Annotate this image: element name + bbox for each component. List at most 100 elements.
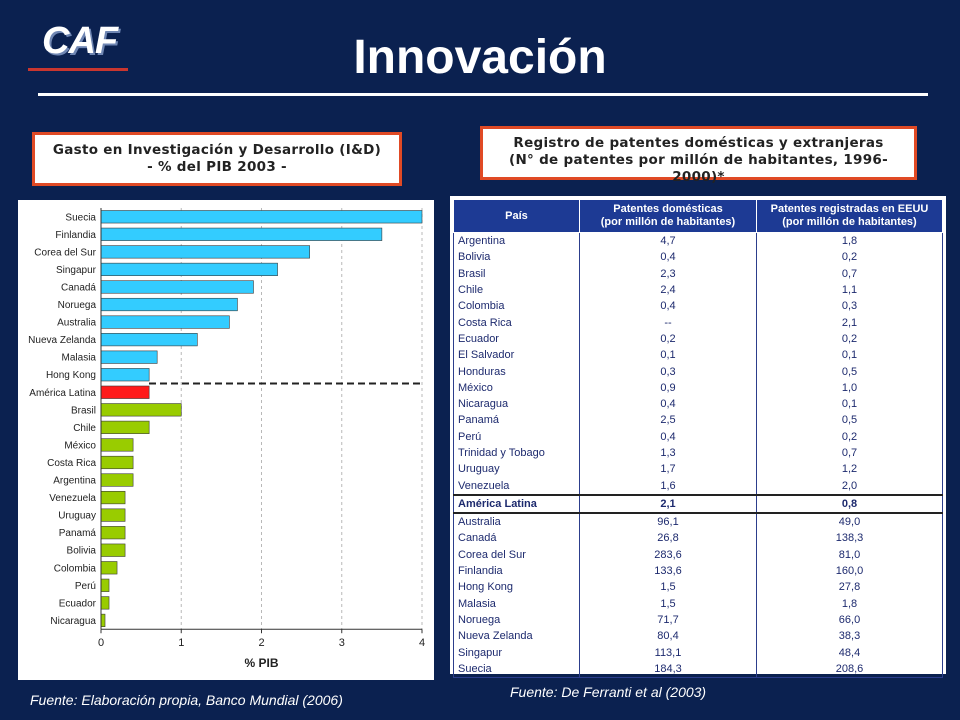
cell-country: Hong Kong	[453, 579, 580, 596]
cell-domestic: 283,6	[579, 546, 757, 563]
cell-country: Chile	[453, 281, 580, 299]
category-label: Nicaragua	[50, 616, 96, 627]
cell-us: 2,1	[756, 314, 943, 331]
cell-country: Nicaragua	[453, 395, 580, 413]
cell-domestic: 2,1	[579, 493, 757, 515]
patents-table: País Patentes domésticas (por millón de h…	[453, 199, 943, 679]
cell-us: 48,4	[756, 644, 943, 661]
cell-domestic: 80,4	[579, 628, 757, 645]
category-label: Australia	[57, 318, 96, 329]
bar	[100, 490, 126, 505]
table-row: Nicaragua 0,4 0,1	[453, 395, 943, 413]
cell-domestic: 133,6	[579, 562, 757, 580]
rd-chart-caption: Gasto en Investigación y Desarrollo (I&D…	[32, 132, 402, 186]
cell-country: Canadá	[453, 530, 580, 547]
table-row: Argentina 4,7 1,8	[453, 232, 943, 250]
table-row: Ecuador 0,2 0,2	[453, 330, 943, 348]
cell-us: 1,2	[756, 461, 943, 478]
table-row: Australia 96,1 49,0	[453, 512, 943, 531]
category-label: Brasil	[71, 405, 96, 416]
cell-country: Ecuador	[453, 330, 580, 348]
bar	[100, 561, 118, 575]
bar	[100, 280, 254, 294]
table-header-row: País Patentes domésticas (por millón de h…	[453, 199, 943, 233]
category-label: Costa Rica	[47, 458, 96, 469]
cell-domestic: 0,1	[579, 347, 757, 364]
cell-country: Panamá	[453, 412, 580, 429]
header-country: País	[453, 199, 580, 233]
rd-caption-line1: Gasto en Investigación y Desarrollo (I&D…	[52, 142, 382, 158]
x-tick-label: 2	[258, 637, 264, 649]
cell-country: América Latina	[453, 493, 580, 515]
source-right: Fuente: De Ferranti et al (2003)	[510, 684, 707, 700]
table-row: El Salvador 0,1 0,1	[453, 347, 943, 364]
cell-us: 27,8	[756, 579, 943, 596]
category-label: Perú	[75, 581, 96, 592]
cell-us: 0,7	[756, 444, 943, 462]
cell-domestic: 0,4	[579, 428, 757, 445]
cell-country: Singapur	[453, 644, 580, 661]
bar	[100, 315, 230, 329]
category-label: Panamá	[59, 528, 97, 539]
bar	[100, 473, 134, 487]
table-row-region: América Latina 2,1 0,8	[453, 493, 943, 515]
table-row: Nueva Zelanda 80,4 38,3	[453, 628, 943, 645]
category-label: Nueva Zelanda	[28, 335, 96, 346]
x-tick-label: 4	[419, 637, 425, 649]
cell-us: 0,2	[756, 428, 943, 445]
table-row: Chile 2,4 1,1	[453, 281, 943, 299]
bar	[100, 227, 383, 241]
category-label: Hong Kong	[46, 370, 96, 381]
cell-domestic: 2,3	[579, 265, 757, 282]
patents-table-caption: Registro de patentes domésticas y extran…	[480, 126, 917, 185]
cell-domestic: 4,7	[579, 232, 757, 250]
rd-bar-chart: Suecia Finlandia Corea del Sur Singapur Cana…	[28, 208, 425, 670]
cell-us: 0,8	[756, 493, 943, 515]
table-row: México 0,9 1,0	[453, 379, 943, 396]
category-label: Malasia	[62, 353, 97, 364]
x-tick-label: 0	[98, 637, 104, 649]
category-label: Chile	[73, 423, 96, 434]
cell-us: 0,5	[756, 412, 943, 429]
table-row: Venezuela 1,6 2,0	[453, 477, 943, 495]
cell-domestic: 0,4	[579, 298, 757, 315]
patents-table-panel: País Patentes domésticas (por millón de h…	[450, 196, 946, 679]
table-row: Suecia 184,3 208,6	[453, 660, 943, 679]
table-row: Malasia 1,5 1,8	[453, 595, 943, 612]
cell-domestic: 71,7	[579, 611, 757, 629]
table-row: Brasil 2,3 0,7	[453, 265, 943, 282]
cell-domestic: 1,5	[579, 595, 757, 612]
cell-domestic: 2,5	[579, 412, 757, 429]
bar	[100, 368, 150, 382]
rd-caption-line2: - % del PIB 2003 -	[147, 159, 287, 175]
table-row: Honduras 0,3 0,5	[453, 363, 943, 380]
cell-country: Honduras	[453, 363, 580, 380]
table-row: Costa Rica -- 2,1	[453, 314, 943, 331]
table-row: Finlandia 133,6 160,0	[453, 562, 943, 580]
title-divider	[38, 93, 928, 96]
cell-country: Uruguay	[453, 461, 580, 478]
bar	[100, 420, 150, 434]
cell-domestic: 1,6	[579, 477, 757, 495]
cell-country: Suecia	[453, 660, 580, 679]
category-label: Venezuela	[49, 493, 96, 504]
cell-us: 1,8	[756, 232, 943, 250]
bar	[100, 262, 278, 277]
cell-domestic: 2,4	[579, 281, 757, 299]
category-label: Corea del Sur	[34, 247, 96, 258]
category-label: Bolivia	[67, 546, 97, 557]
patents-caption-line2: (N° de patentes por millón de habitantes…	[508, 152, 889, 185]
rd-bar-chart-panel: Suecia Finlandia Corea del Sur Singapur Cana…	[18, 200, 434, 680]
cell-country: México	[453, 379, 580, 396]
header-domestic-patents: Patentes domésticas (por millón de habita…	[579, 199, 757, 233]
cell-us: 1,8	[756, 595, 943, 612]
table-row: Singapur 113,1 48,4	[453, 644, 943, 661]
cell-us: 66,0	[756, 611, 943, 629]
cell-us: 1,0	[756, 379, 943, 396]
cell-us: 160,0	[756, 562, 943, 580]
cell-country: Nueva Zelanda	[453, 628, 580, 645]
table-row: Hong Kong 1,5 27,8	[453, 579, 943, 596]
category-label: Noruega	[58, 300, 97, 311]
cell-domestic: 0,9	[579, 379, 757, 396]
cell-us: 0,2	[756, 330, 943, 348]
